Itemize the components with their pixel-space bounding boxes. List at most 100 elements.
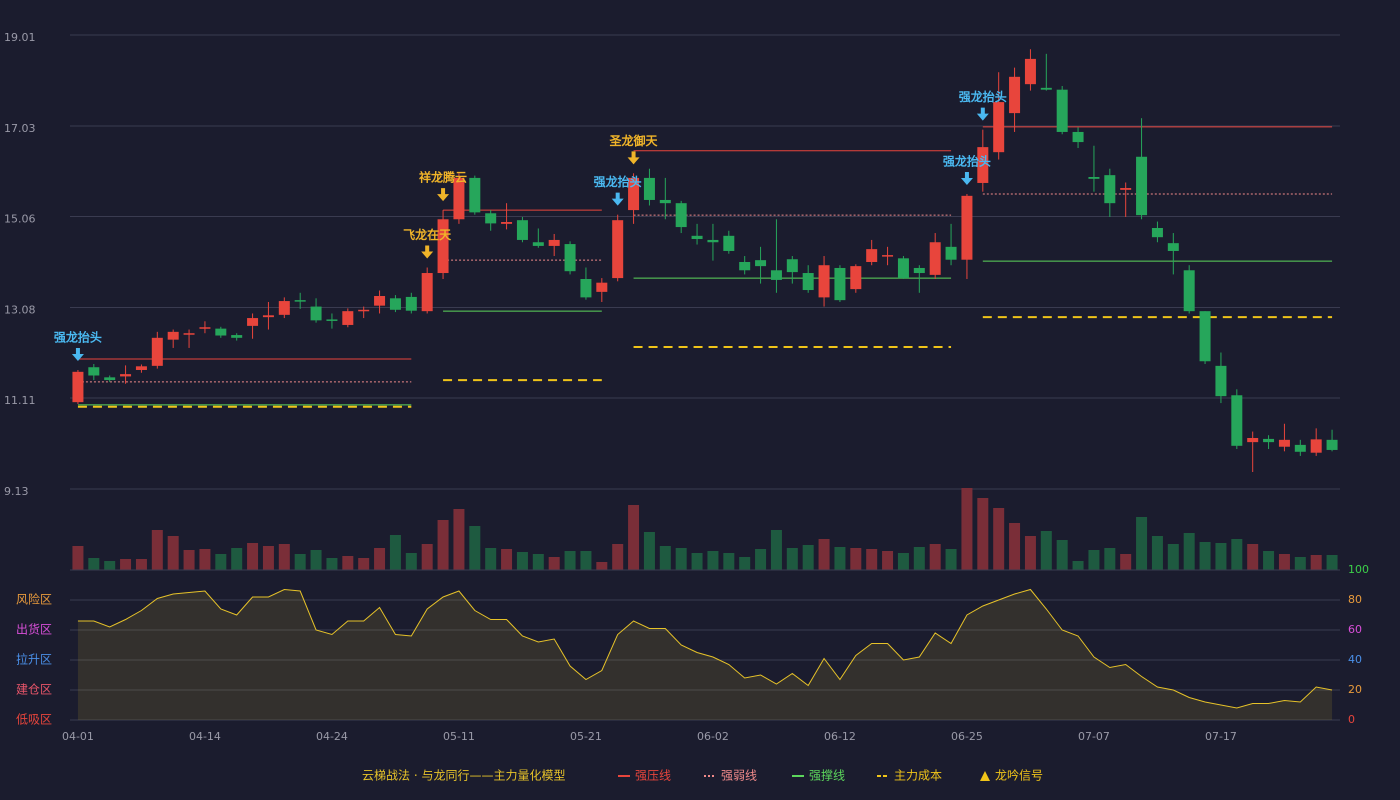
- candle-body: [262, 315, 274, 318]
- candle-body: [1294, 444, 1306, 452]
- volume-bar: [993, 508, 1005, 570]
- volume-bar: [1040, 531, 1052, 570]
- candle-body: [516, 220, 528, 240]
- x-tick-label: 06-25: [951, 730, 983, 743]
- candle-body: [421, 273, 433, 312]
- volume-bar: [1056, 540, 1068, 570]
- candle-body: [294, 300, 306, 302]
- signal-label: 飞龙在天: [403, 227, 452, 242]
- y-tick-label: 15.06: [4, 213, 36, 226]
- candle-body: [1231, 395, 1243, 446]
- y-tick-label: 13.08: [4, 303, 36, 316]
- candle-body: [88, 367, 100, 376]
- volume-bar: [675, 548, 687, 570]
- candle-body: [1104, 175, 1116, 204]
- candle-body: [945, 246, 957, 260]
- candle-body: [548, 239, 560, 246]
- volume-bar: [215, 554, 227, 570]
- candle-body: [1278, 439, 1290, 447]
- volume-bar: [135, 559, 147, 570]
- candle-body: [135, 366, 147, 370]
- legend-label: 主力成本: [894, 769, 942, 783]
- volume-bar: [1136, 517, 1148, 570]
- volume-bar: [961, 488, 973, 570]
- candle-body: [659, 199, 671, 204]
- volume-bar: [1247, 544, 1259, 570]
- volume-bar: [453, 509, 465, 570]
- candle-body: [501, 222, 513, 224]
- x-tick-label: 04-24: [316, 730, 348, 743]
- zone-label: 建仓区: [16, 683, 52, 697]
- indicator-tick-label: 100: [1348, 563, 1369, 576]
- volume-bar: [231, 548, 243, 570]
- volume-bar: [628, 505, 640, 570]
- volume-bar: [374, 548, 386, 570]
- candle-body: [723, 235, 735, 251]
- candle-body: [961, 195, 973, 260]
- volume-bar: [564, 551, 576, 570]
- candle-body: [1199, 311, 1211, 362]
- signal-label: 强龙抬头: [54, 329, 102, 344]
- volume-bar: [421, 544, 433, 570]
- x-tick-label: 05-11: [443, 730, 475, 743]
- candle-body: [1009, 76, 1021, 114]
- volume-bar: [1088, 550, 1100, 570]
- indicator-tick-label: 60: [1348, 623, 1362, 636]
- volume-bar: [786, 548, 798, 570]
- candle-body: [485, 213, 497, 224]
- volume-bar: [1104, 548, 1116, 570]
- candle-body: [151, 337, 163, 366]
- legend-label: 龙吟信号: [995, 768, 1043, 783]
- volume-bar: [358, 558, 370, 570]
- volume-bar: [977, 498, 989, 570]
- volume-bar: [707, 551, 719, 570]
- candle-body: [707, 239, 719, 243]
- volume-bar: [532, 554, 544, 570]
- y-tick-label: 9.13: [4, 485, 29, 498]
- volume-bar: [501, 549, 513, 570]
- legend-title: 云梯战法 · 与龙同行——主力量化模型: [362, 769, 565, 783]
- candle-body: [1326, 439, 1338, 450]
- volume-bar: [485, 548, 497, 570]
- legend-symbol: [980, 771, 990, 781]
- signal-label: 祥龙腾云: [419, 170, 467, 185]
- candle-body: [310, 306, 322, 321]
- signal-arrow: [421, 245, 434, 259]
- candle-body: [739, 262, 751, 271]
- volume-bar: [294, 554, 306, 570]
- candle-body: [1151, 227, 1163, 238]
- volume-bar: [326, 558, 338, 570]
- candle-body: [1310, 439, 1322, 453]
- candle-body: [326, 319, 338, 321]
- candle-body: [1263, 438, 1275, 443]
- volume-bar: [596, 562, 608, 570]
- x-tick-label: 07-17: [1205, 730, 1237, 743]
- candle-body: [675, 203, 687, 228]
- x-tick-label: 05-21: [570, 730, 602, 743]
- candle-body: [405, 296, 417, 311]
- candle-body: [818, 265, 830, 298]
- candle-body: [199, 327, 211, 329]
- volume-bar: [850, 548, 862, 570]
- candle-body: [183, 333, 195, 335]
- volume-bar: [183, 550, 195, 570]
- volume-bar: [104, 561, 116, 570]
- volume-bar: [1009, 523, 1021, 570]
- volume-bar: [770, 530, 782, 570]
- signal-arrow: [976, 107, 989, 121]
- volume-bar: [1183, 533, 1195, 570]
- candle-body: [247, 318, 259, 326]
- zone-label: 低吸区: [16, 713, 52, 727]
- candle-body: [120, 374, 132, 377]
- volume-bar: [723, 553, 735, 570]
- candle-body: [564, 244, 576, 272]
- x-tick-label: 06-02: [697, 730, 729, 743]
- volume-bar: [691, 553, 703, 570]
- candle-body: [389, 298, 401, 310]
- volume-bar: [342, 556, 354, 570]
- candle-body: [882, 255, 894, 257]
- volume-bar: [834, 547, 846, 570]
- volume-bar: [88, 558, 100, 570]
- volume-bar: [469, 526, 481, 570]
- candle-body: [977, 147, 989, 183]
